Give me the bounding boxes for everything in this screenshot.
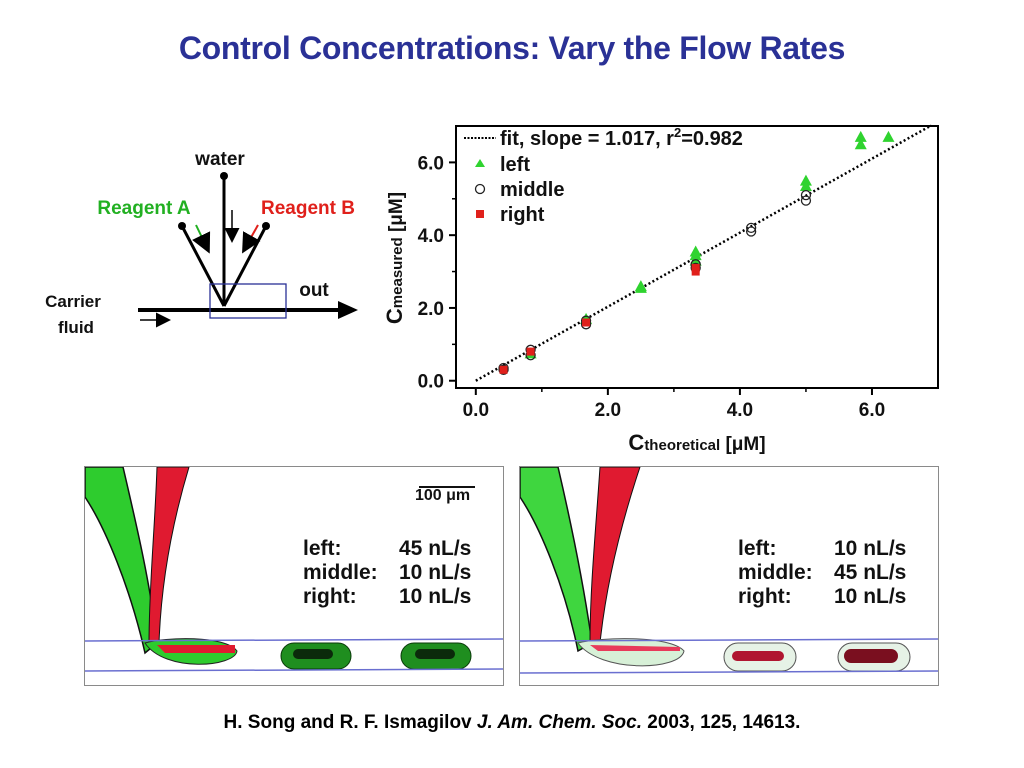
legend-left-label: left — [500, 154, 530, 176]
micrograph-right: left: 10 nL/s middle: 45 nL/s right: 10 nL/… — [519, 466, 939, 686]
fit-line — [475, 124, 933, 382]
junction-box — [209, 283, 287, 319]
rate-value: 10 nL/s — [834, 537, 907, 560]
rate-value: 10 nL/s — [399, 585, 472, 608]
rate-value: 45 nL/s — [834, 561, 907, 584]
flow-rates-right: left: 10 nL/s middle: 45 nL/s right: 10 nL/… — [738, 537, 906, 609]
point-middle — [745, 222, 757, 234]
point-right — [691, 263, 700, 272]
citation-authors: H. Song and R. F. Ismagilov — [223, 712, 472, 733]
legend-left-marker — [475, 159, 485, 167]
water-inlet — [220, 172, 228, 180]
legend-right-label: right — [500, 204, 545, 226]
rate-label: middle: — [303, 561, 378, 584]
y-axis-ticks: 0.0 2.0 4.0 6.0 — [418, 153, 456, 393]
point-left — [882, 130, 895, 142]
legend-right-marker — [476, 210, 484, 218]
rate-label: middle: — [738, 561, 813, 584]
plot-frame — [455, 125, 939, 389]
rate-row-left: left: 45 nL/s — [303, 537, 471, 561]
rate-value: 10 nL/s — [399, 561, 472, 584]
carrier-label: Carrier — [45, 292, 101, 311]
point-middle — [745, 226, 757, 237]
x-tick-label: 6.0 — [859, 400, 885, 421]
out-label: out — [299, 280, 329, 301]
flow-rates-left: left: 45 nL/s middle: 10 nL/s right: 10 nL/… — [303, 537, 471, 609]
reagent-a-channel — [180, 225, 226, 307]
point-right — [582, 318, 591, 327]
scale-bar-label: 100 μm — [415, 487, 471, 504]
point-middle — [498, 364, 509, 375]
legend-middle-marker — [474, 183, 486, 195]
rate-row-left: left: 10 nL/s — [738, 537, 906, 561]
point-right — [499, 365, 508, 374]
legend-fit-label: fit, slope = 1.017, r2=0.982 — [500, 125, 743, 150]
rate-row-middle: middle: 45 nL/s — [738, 561, 906, 585]
citation-details: 2003, 125, 14613. — [647, 712, 801, 733]
rate-row-right: right: 10 nL/s — [303, 585, 471, 609]
y-tick-label: 0.0 — [418, 372, 444, 393]
water-label: water — [194, 149, 245, 170]
y-axis-label: Cmeasured [μM] — [382, 192, 407, 324]
rate-label: right: — [738, 585, 792, 608]
x-tick-label: 0.0 — [463, 400, 489, 421]
scatter-chart: 0.0 2.0 4.0 6.0 0.0 2.0 4.0 6.0 fit, slope = 1… — [382, 124, 939, 455]
reagent-a-label: Reagent A — [97, 198, 191, 219]
legend-middle-label: middle — [500, 179, 564, 201]
point-left — [854, 130, 867, 142]
reagent-a-inlet — [178, 222, 186, 230]
point-left — [799, 180, 812, 192]
data-points — [498, 130, 895, 375]
point-left — [854, 138, 867, 150]
micrograph-left: 100 μm left: 45 nL/s middle: 10 nL/s right… — [84, 466, 504, 686]
reagent-a-flow-arrow — [192, 224, 211, 254]
rate-row-right: right: 10 nL/s — [738, 585, 906, 609]
citation-journal: J. Am. Chem. Soc. — [476, 712, 642, 733]
x-axis-label: Ctheoretical [μM] — [628, 430, 765, 455]
rate-value: 10 nL/s — [834, 585, 907, 608]
out-arrowhead — [338, 301, 358, 319]
point-middle — [800, 195, 812, 206]
x-tick-label: 2.0 — [595, 400, 621, 421]
channel-diagram: water Reagent A Reagent B out Carrier fl… — [45, 149, 358, 337]
reagent-b-inlet — [262, 222, 270, 230]
legend: fit, slope = 1.017, r2=0.982 left middle… — [464, 125, 743, 226]
rate-value: 45 nL/s — [399, 537, 472, 560]
reagent-b-label: Reagent B — [261, 198, 355, 219]
rate-row-middle: middle: 10 nL/s — [303, 561, 471, 585]
fluid-label: fluid — [58, 318, 94, 337]
micrograph-right-image — [520, 467, 938, 674]
rate-label: right: — [303, 585, 357, 608]
point-middle — [800, 189, 812, 201]
rate-label: left: — [303, 537, 342, 560]
point-left — [634, 281, 647, 293]
reagent-b-channel — [222, 225, 268, 307]
micrograph-left-image — [85, 467, 503, 672]
y-tick-label: 4.0 — [418, 226, 444, 247]
slide-title: Control Concentrations: Vary the Flow Ra… — [178, 30, 846, 66]
y-tick-label: 2.0 — [418, 299, 444, 320]
x-tick-label: 4.0 — [727, 400, 753, 421]
point-right — [526, 347, 535, 356]
rate-label: left: — [738, 537, 777, 560]
reagent-b-flow-arrow — [242, 224, 261, 254]
citation: H. Song and R. F. Ismagilov J. Am. Chem.… — [0, 712, 1024, 734]
x-axis-ticks: 0.0 2.0 4.0 6.0 — [463, 388, 885, 421]
y-tick-label: 6.0 — [418, 153, 444, 174]
